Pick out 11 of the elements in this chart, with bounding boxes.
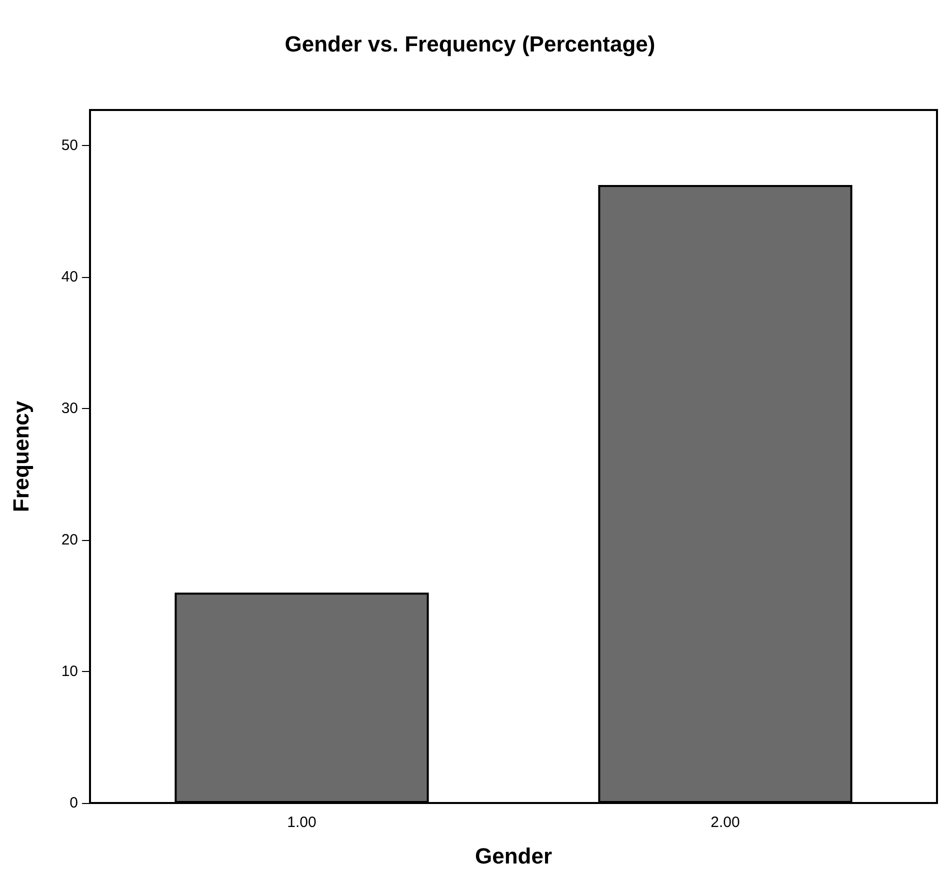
chart-title: Gender vs. Frequency (Percentage)	[284, 32, 656, 56]
y-tick-label: 10	[61, 663, 78, 680]
y-axis-title: Frequency	[8, 400, 34, 512]
x-axis-title: Gender	[474, 844, 552, 868]
x-tick-label: 1.00	[287, 814, 316, 831]
y-tick-label: 40	[61, 268, 78, 286]
y-tick-label: 0	[70, 794, 78, 812]
y-tick-label: 20	[61, 532, 78, 548]
y-tick-label: 30	[61, 400, 78, 418]
y-tick-label: 50	[61, 137, 78, 154]
x-tick-label: 2.00	[710, 814, 740, 831]
